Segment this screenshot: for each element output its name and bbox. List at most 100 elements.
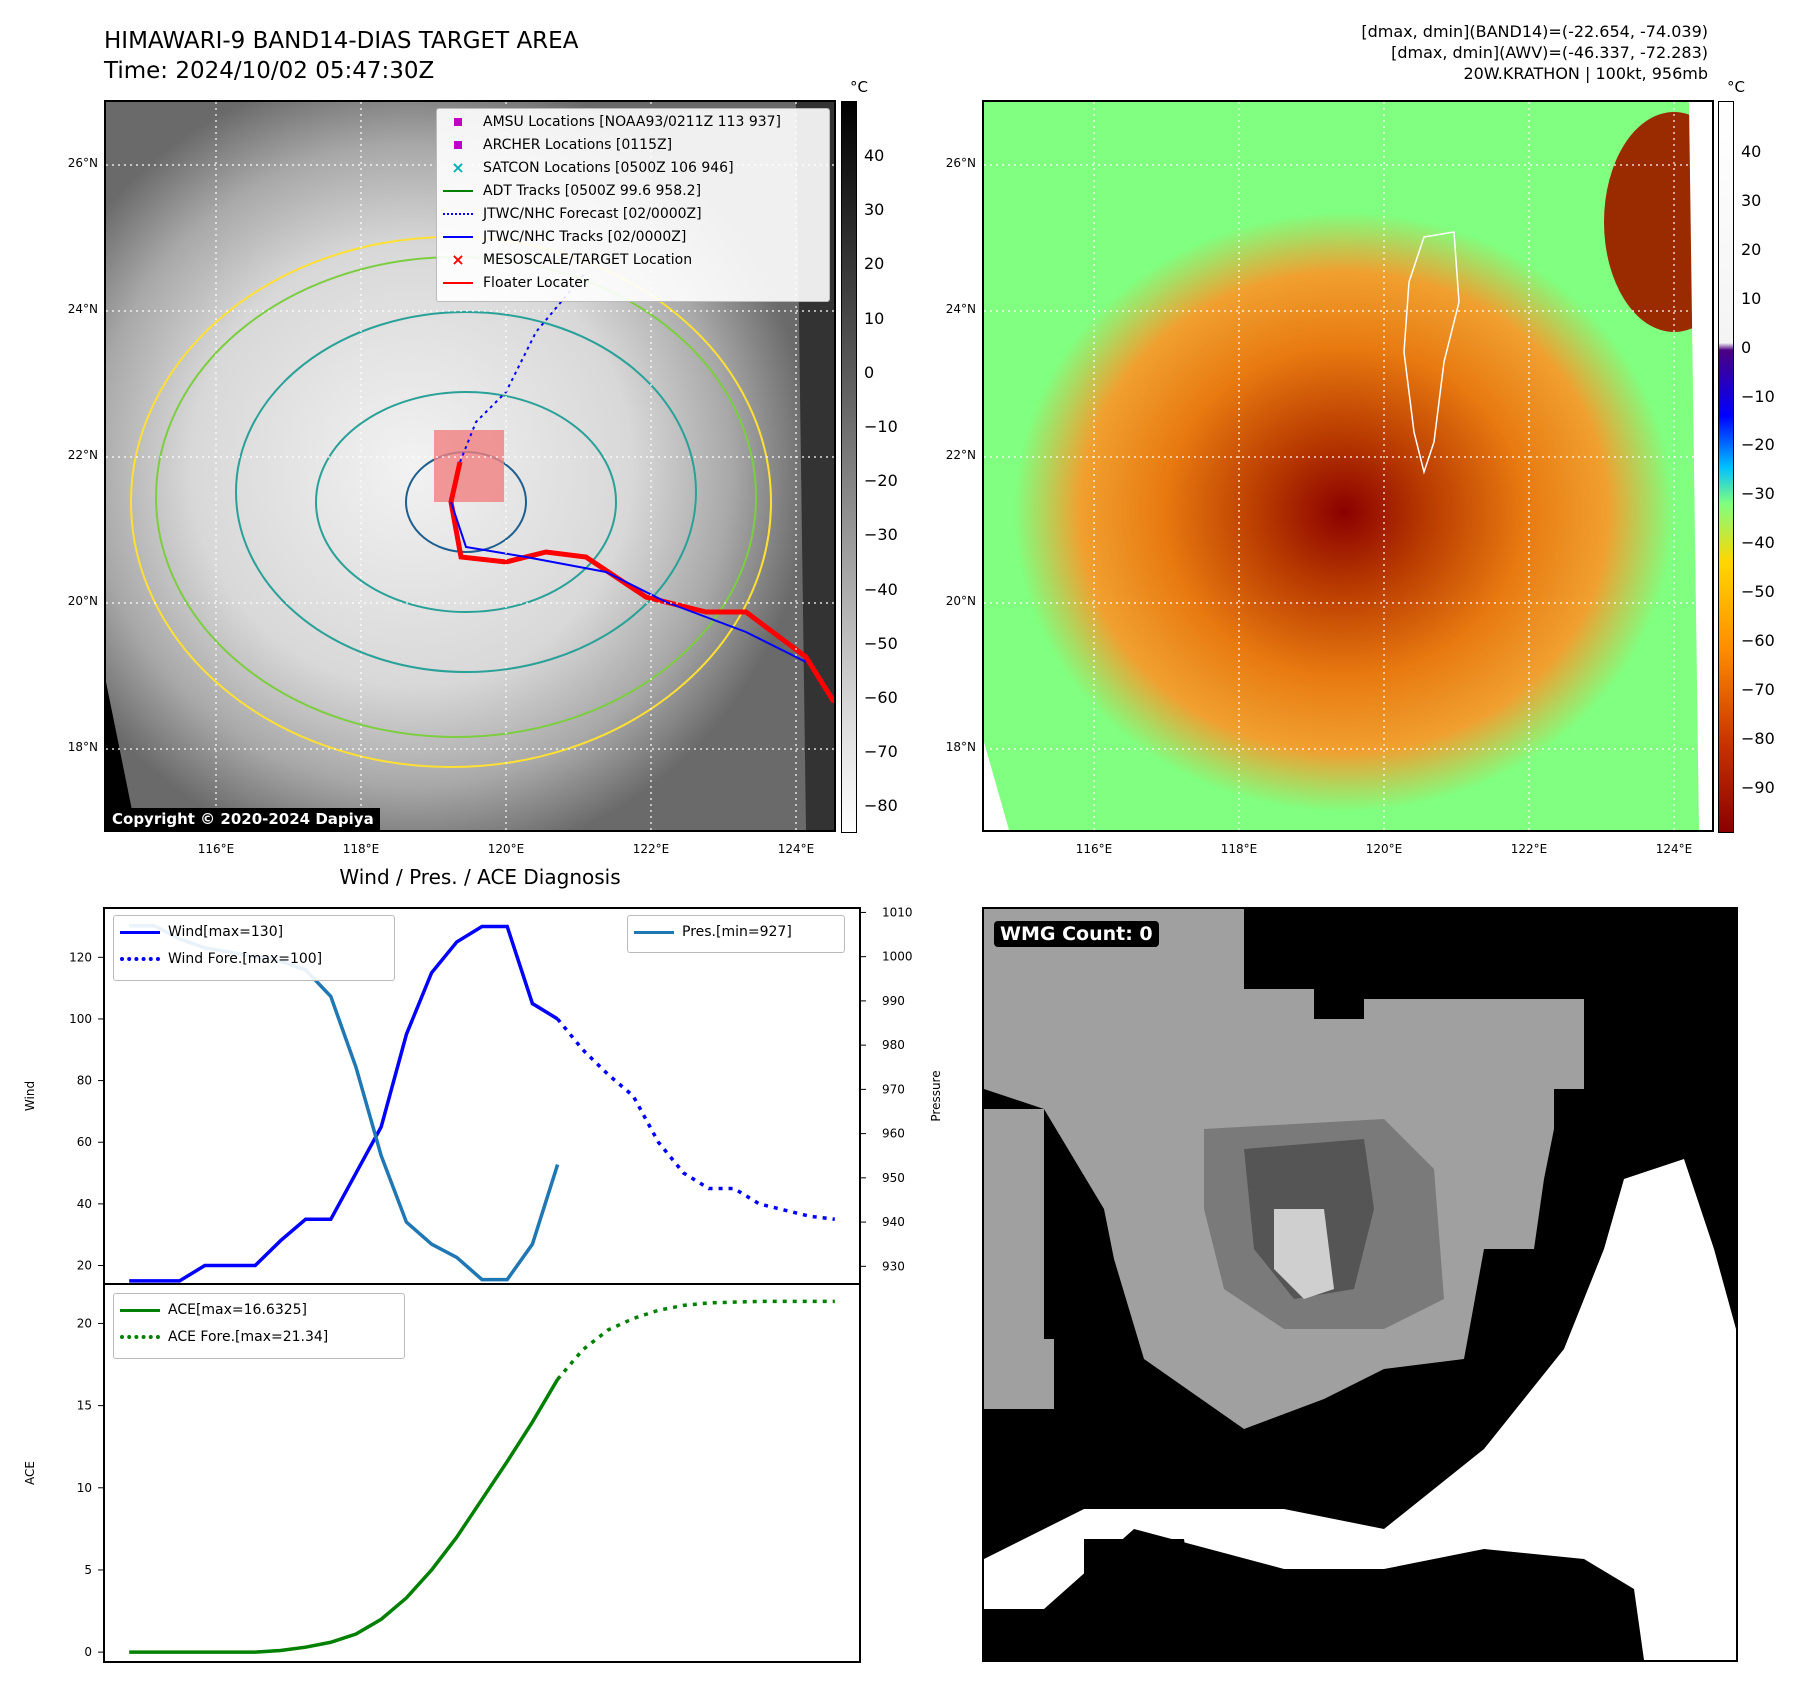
awv-lat-label: 20°N	[945, 594, 976, 608]
awv-colorbar-tick: 30	[1741, 190, 1762, 210]
y-tick-label: 20	[77, 1316, 92, 1330]
legend-wind: Wind[max=130]	[120, 921, 283, 943]
diagnosis-title: Wind / Pres. / ACE Diagnosis	[339, 865, 621, 889]
awv-colorbar-tick: −50	[1741, 582, 1775, 602]
series-line-1	[556, 1299, 835, 1381]
ir-legend-item: Floater Locater	[443, 272, 589, 294]
awv-colorbar-tick: 0	[1741, 337, 1752, 357]
legend-marker	[443, 190, 473, 192]
ir-colorbar-tick: 30	[864, 200, 885, 220]
awv-lon-label: 120°E	[1365, 842, 1403, 856]
ir-lat-label: 20°N	[67, 594, 98, 608]
awv-colorbar-tick: 40	[1741, 142, 1762, 161]
awv-map	[984, 102, 1712, 830]
ir-colorbar-tick: −20	[864, 471, 898, 491]
stats-band14: [dmax, dmin](BAND14)=(-22.654, -74.039)	[1361, 22, 1708, 41]
legend-marker	[443, 236, 473, 238]
y2-tick-label: 1010	[882, 905, 913, 919]
ir-colorbar-tick: −80	[864, 796, 898, 816]
ir-lat-label: 24°N	[67, 302, 98, 316]
awv-colorbar-tick: −20	[1741, 435, 1775, 455]
awv-colorbar-tick: 20	[1741, 239, 1762, 259]
legend-wind-forecast: Wind Fore.[max=100]	[120, 948, 322, 970]
legend-label: ADT Tracks [0500Z 99.6 958.2]	[483, 183, 702, 199]
awv-lon-label: 122°E	[1510, 842, 1548, 856]
legend-pressure: Pres.[min=927]	[634, 921, 792, 943]
ir-legend-item: JTWC/NHC Tracks [02/0000Z]	[443, 226, 686, 248]
awv-lat-label: 22°N	[945, 448, 976, 462]
y2-tick-label: 960	[882, 1127, 905, 1141]
awv-lon-label: 116°E	[1075, 842, 1113, 856]
awv-lat-label: 26°N	[945, 156, 976, 170]
y2-tick-label: 990	[882, 994, 905, 1008]
y-axis-label: Wind	[23, 1081, 37, 1111]
legend-marker	[443, 282, 473, 284]
legend-label: JTWC/NHC Tracks [02/0000Z]	[483, 229, 687, 245]
ir-colorbar-tick: −70	[864, 742, 898, 762]
wind-legend: Wind[max=130] Wind Fore.[max=100]	[113, 915, 395, 981]
legend-marker: ×	[451, 250, 465, 269]
awv-colorbar-unit: °C	[1727, 78, 1745, 96]
ir-colorbar-tick: −50	[864, 633, 898, 653]
awv-map-panel	[982, 100, 1714, 832]
y2-tick-label: 940	[882, 1215, 905, 1229]
awv-colorbar-tick: 10	[1741, 288, 1762, 308]
ir-colorbar	[841, 101, 857, 833]
y2-tick-label: 980	[882, 1038, 905, 1052]
awv-lat-label: 24°N	[945, 302, 976, 316]
legend-label: MESOSCALE/TARGET Location	[483, 252, 693, 268]
stats-awv: [dmax, dmin](AWV)=(-46.337, -72.283)	[1391, 43, 1708, 62]
y2-axis-label: Pressure	[929, 1070, 943, 1121]
awv-colorbar-tick: −40	[1741, 533, 1775, 553]
pressure-legend: Pres.[min=927]	[627, 915, 845, 953]
legend-ace: ACE[max=16.6325]	[120, 1299, 307, 1321]
y-tick-label: 60	[77, 1135, 92, 1149]
y-tick-label: 40	[77, 1197, 92, 1211]
y2-tick-label: 1000	[882, 950, 913, 964]
legend-marker	[443, 213, 473, 215]
ir-lon-label: 120°E	[487, 842, 525, 856]
y-tick-label: 120	[69, 950, 92, 964]
ir-legend-item: × MESOSCALE/TARGET Location	[443, 249, 692, 271]
ir-lat-label: 22°N	[67, 448, 98, 462]
ace-legend: ACE[max=16.6325] ACE Fore.[max=21.34]	[113, 1293, 405, 1359]
awv-colorbar-tick: −90	[1741, 777, 1775, 797]
legend-ace-forecast: ACE Fore.[max=21.34]	[120, 1326, 328, 1348]
ir-lat-label: 26°N	[67, 156, 98, 170]
legend-label: AMSU Locations [NOAA93/0211Z 113 937]	[483, 114, 782, 130]
y2-tick-label: 950	[882, 1171, 905, 1185]
ir-colorbar-tick: 40	[864, 146, 885, 165]
wmg-panel: WMG Count: 0	[982, 907, 1738, 1662]
awv-lon-label: 118°E	[1220, 842, 1258, 856]
ir-colorbar-tick: −30	[864, 525, 898, 545]
ir-colorbar-unit: °C	[850, 78, 868, 96]
legend-marker	[443, 134, 473, 156]
y-tick-label: 20	[77, 1259, 92, 1273]
ir-legend: AMSU Locations [NOAA93/0211Z 113 937] ARC…	[436, 108, 830, 302]
y-tick-label: 15	[77, 1399, 92, 1413]
y-tick-label: 5	[84, 1563, 92, 1577]
legend-marker	[443, 111, 473, 133]
legend-label: ARCHER Locations [0115Z]	[483, 137, 673, 153]
awv-lat-label: 18°N	[945, 740, 976, 754]
ir-colorbar-tick: −40	[864, 579, 898, 599]
wmg-count-badge: WMG Count: 0	[994, 921, 1159, 947]
figure-title: HIMAWARI-9 BAND14-DIAS TARGET AREA	[104, 28, 579, 54]
ir-lon-label: 124°E	[777, 842, 815, 856]
legend-label: JTWC/NHC Forecast [02/0000Z]	[483, 206, 702, 222]
awv-colorbar-tick: −60	[1741, 631, 1775, 650]
ir-legend-item: ADT Tracks [0500Z 99.6 958.2]	[443, 180, 701, 202]
series-line-0	[129, 1378, 560, 1654]
legend-label: Floater Locater	[483, 275, 589, 291]
y-tick-label: 10	[77, 1481, 92, 1495]
ir-legend-item: JTWC/NHC Forecast [02/0000Z]	[443, 203, 702, 225]
wmg-image	[984, 909, 1736, 1660]
y-tick-label: 80	[77, 1074, 92, 1088]
awv-lon-label: 124°E	[1655, 842, 1693, 856]
ir-lat-label: 18°N	[67, 740, 98, 754]
ir-colorbar-tick: −10	[864, 417, 898, 436]
legend-label: SATCON Locations [0500Z 106 946]	[483, 160, 734, 176]
ir-colorbar-tick: 0	[864, 362, 875, 382]
awv-colorbar-tick: −70	[1741, 679, 1775, 699]
y2-tick-label: 930	[882, 1259, 905, 1273]
